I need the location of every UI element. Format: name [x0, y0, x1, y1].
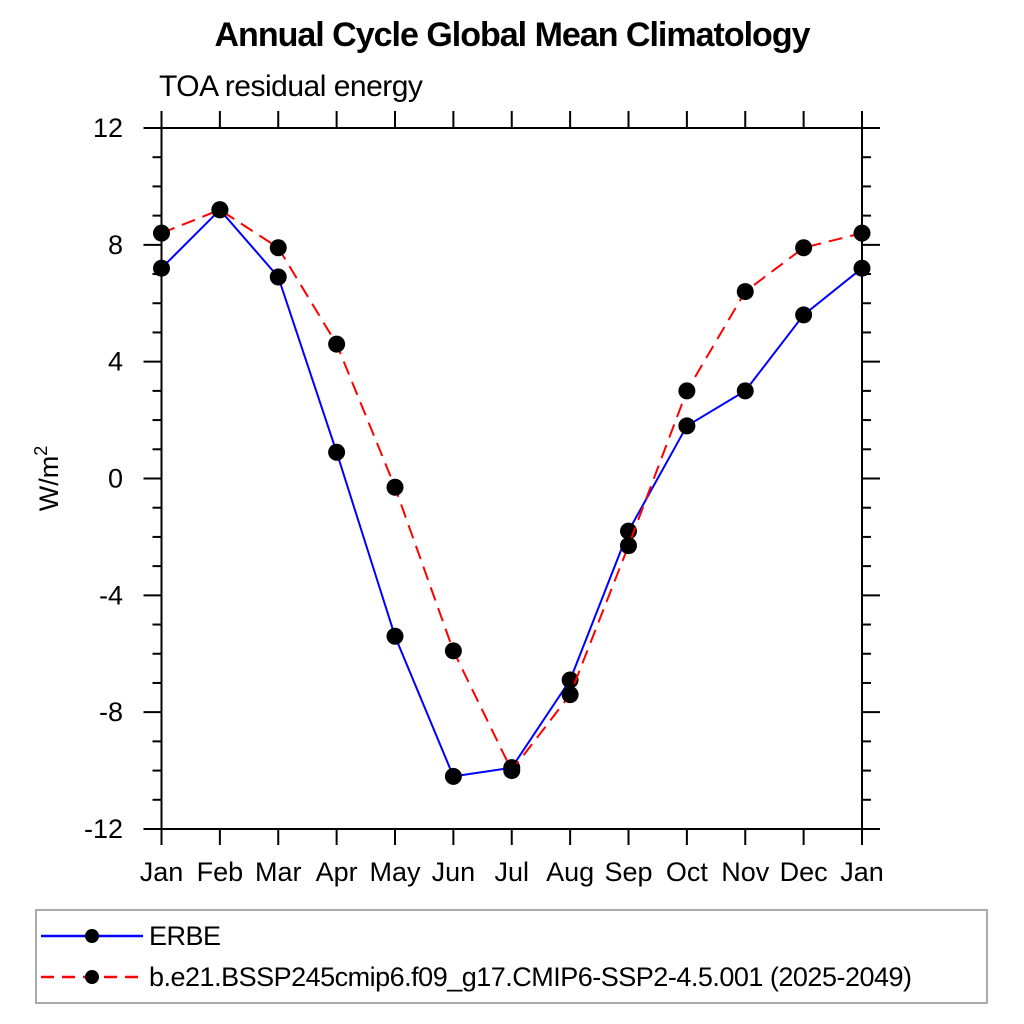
x-axis-labels: Jan Feb Mar Apr May Jun Jul Aug Sep Oct Nov Dec Jan	[140, 857, 884, 887]
x-tick-label: Aug	[546, 857, 594, 887]
legend-label-model: b.e21.BSSP245cmip6.f09_g17.CMIP6-SSP2-4.…	[149, 961, 912, 992]
series-markers-model	[153, 201, 871, 780]
x-tick-label: Oct	[666, 857, 709, 887]
data-point-marker	[328, 443, 346, 461]
legend-item-erbe: ERBE	[39, 920, 221, 951]
x-tick-label: Jul	[494, 857, 529, 887]
series-markers-erbe	[153, 201, 871, 785]
x-axis-ticks	[160, 111, 863, 845]
series-line-model	[161, 208, 863, 773]
series-line-erbe	[160, 208, 863, 778]
y-tick-label: 12	[93, 113, 123, 143]
data-point-marker	[269, 239, 287, 257]
data-point-marker	[736, 382, 754, 400]
data-point-marker	[561, 686, 579, 704]
data-point-marker	[328, 335, 346, 353]
legend-marker-sample	[85, 970, 99, 984]
y-tick-label: 4	[108, 347, 123, 377]
x-tick-label: May	[369, 857, 421, 887]
x-tick-label: Mar	[255, 857, 302, 887]
data-point-marker	[386, 627, 404, 645]
x-tick-label: Jan	[840, 857, 884, 887]
data-point-marker	[444, 642, 462, 660]
legend-sample-line-model	[41, 970, 143, 984]
axis-box	[160, 127, 863, 830]
chart-subtitle: TOA residual energy	[159, 70, 423, 103]
data-point-marker	[795, 306, 813, 324]
legend-box: ERBE b.e21.BSSP245cmip6.f09_g17.CMIP6-SS…	[35, 909, 988, 1004]
y-tick-label: -12	[84, 814, 123, 844]
data-point-marker	[620, 537, 637, 555]
legend-item-model: b.e21.BSSP245cmip6.f09_g17.CMIP6-SSP2-4.…	[39, 961, 912, 992]
x-tick-label: Apr	[316, 857, 358, 887]
data-point-marker	[678, 382, 696, 400]
legend-sample-line-erbe	[41, 929, 143, 943]
data-point-marker	[853, 259, 871, 277]
chart-title: Annual Cycle Global Mean Climatology	[214, 16, 811, 54]
x-tick-label: Jun	[432, 857, 476, 887]
y-tick-label: -4	[99, 580, 123, 610]
legend-marker-sample	[85, 929, 99, 943]
y-axis-title: W/m2	[31, 446, 64, 512]
data-point-marker	[269, 268, 287, 286]
y-tick-label: 0	[108, 464, 123, 494]
x-tick-label: Feb	[197, 857, 244, 887]
x-tick-label: Sep	[604, 857, 652, 887]
y-tick-label: -8	[99, 697, 123, 727]
data-point-marker	[386, 478, 404, 496]
data-point-marker	[561, 671, 579, 689]
data-point-marker	[153, 224, 170, 242]
data-point-marker	[153, 259, 170, 277]
y-axis-labels: -12 -8 -4 0 4 8 12	[84, 113, 123, 844]
data-point-marker	[503, 762, 521, 780]
x-tick-label: Jan	[140, 857, 184, 887]
data-point-marker	[444, 767, 462, 785]
x-tick-label: Dec	[780, 857, 828, 887]
y-axis-ticks	[143, 127, 880, 830]
data-point-marker	[736, 283, 754, 301]
x-tick-label: Nov	[721, 857, 770, 887]
y-tick-label: 8	[108, 230, 123, 260]
legend-label-erbe: ERBE	[149, 920, 221, 951]
data-point-marker	[795, 239, 813, 257]
data-point-marker	[211, 201, 229, 219]
data-point-marker	[678, 417, 696, 435]
data-point-marker	[853, 224, 871, 242]
